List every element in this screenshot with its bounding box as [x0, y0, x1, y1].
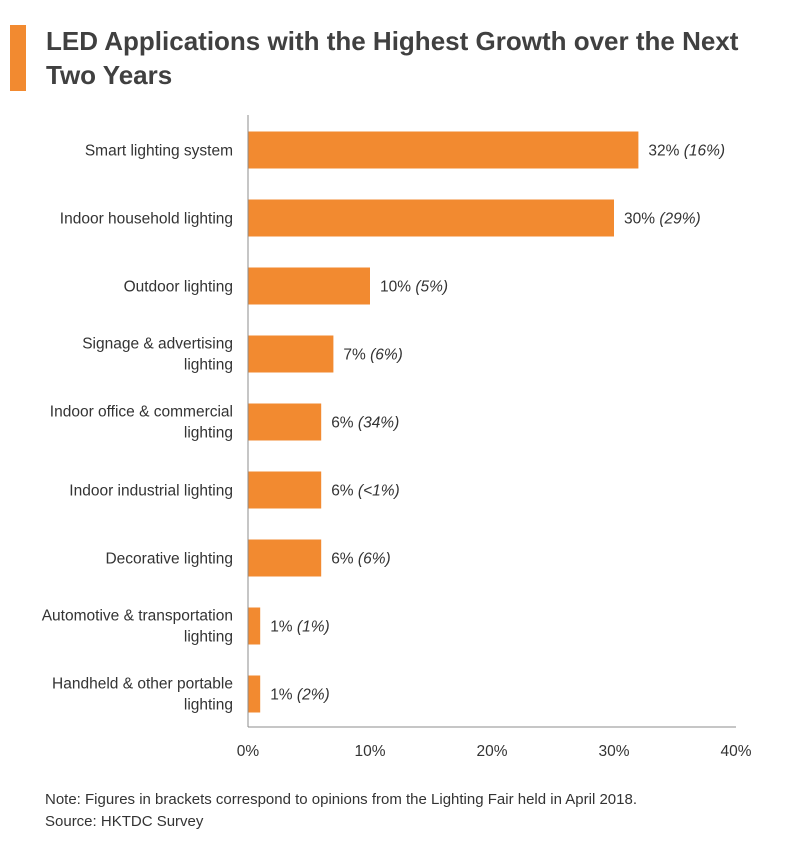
bar	[248, 335, 334, 373]
bar	[248, 199, 614, 237]
source-text: Source: HKTDC Survey	[45, 813, 204, 830]
value-label: 30% (29%)	[624, 211, 701, 228]
bar	[248, 539, 322, 577]
category-label: Indoor office & commercial lighting	[50, 404, 233, 442]
category-label: Smart lighting system	[85, 143, 233, 160]
title-accent-bar	[10, 25, 26, 91]
category-label: Signage & advertising lighting	[82, 336, 233, 374]
x-tick-label: 30%	[598, 743, 629, 760]
value-label: 32% (16%)	[648, 143, 725, 160]
value-label: 1% (2%)	[270, 687, 329, 704]
bar	[248, 131, 639, 169]
category-label: Indoor industrial lighting	[69, 483, 233, 500]
bar	[248, 267, 370, 305]
value-label: 6% (6%)	[331, 551, 390, 568]
bar	[248, 607, 261, 645]
category-label: Indoor household lighting	[60, 211, 233, 228]
chart-notes: Note: Figures in brackets correspond to …	[45, 789, 637, 833]
category-label: Automotive & transportation lighting	[42, 608, 233, 646]
bar	[248, 471, 322, 509]
x-tick-label: 20%	[476, 743, 507, 760]
value-label: 10% (5%)	[380, 279, 448, 296]
value-label: 6% (34%)	[331, 415, 399, 432]
value-label: 7% (6%)	[343, 347, 402, 364]
x-tick-label: 0%	[237, 743, 260, 760]
value-label: 6% (<1%)	[331, 483, 400, 500]
note-text: Note: Figures in brackets correspond to …	[45, 791, 637, 808]
category-label: Handheld & other portable lighting	[52, 676, 233, 714]
bar	[248, 675, 261, 713]
bar	[248, 403, 322, 441]
bar-chart: Smart lighting system 32% (16%) Indoor hou…	[42, 115, 752, 760]
value-label: 1% (1%)	[270, 619, 329, 636]
category-label: Outdoor lighting	[124, 279, 233, 296]
chart-title: LED Applications with the Highest Growth…	[46, 26, 739, 90]
category-label: Decorative lighting	[105, 551, 233, 568]
x-tick-label: 10%	[354, 743, 385, 760]
x-tick-label: 40%	[720, 743, 751, 760]
